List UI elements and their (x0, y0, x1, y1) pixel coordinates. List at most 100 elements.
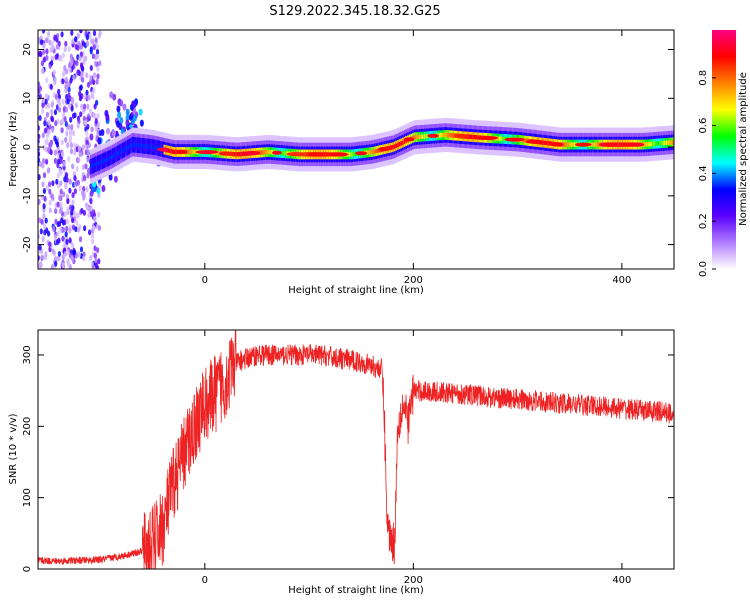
heatmap-noise-cell (62, 191, 66, 198)
heatmap-band-cell (525, 138, 528, 143)
heatmap-band-cell (91, 163, 95, 168)
heatmap-band-cell (413, 135, 417, 140)
spectrogram-x-ticks: 0 200 400 (202, 30, 631, 286)
heatmap-noise-cell (38, 151, 41, 158)
heatmap-noise-cell (94, 257, 98, 264)
heatmap-noise-cell (55, 178, 59, 185)
snr-series-line (38, 330, 674, 569)
heatmap-band-cell (500, 136, 503, 141)
heatmap-scatter-cell (133, 114, 137, 122)
heatmap-noise-cell (85, 139, 89, 146)
heatmap-noise-cell (47, 128, 51, 135)
heatmap-band-cell (652, 141, 655, 147)
heatmap-band-cell (377, 148, 380, 153)
heatmap-band-cell (353, 151, 356, 157)
heatmap-band-cell (548, 141, 552, 146)
heatmap-noise-cell (56, 172, 61, 179)
heatmap-noise-cell (54, 120, 58, 127)
heatmap-noise-cell (69, 148, 74, 155)
heatmap-noise-cell (57, 158, 61, 165)
heatmap-band-cell (448, 133, 452, 138)
heatmap-noise-cell (85, 34, 89, 41)
heatmap-noise-cell (42, 188, 47, 194)
heatmap-band-cell (592, 142, 595, 147)
heatmap-band-cell (146, 144, 150, 149)
heatmap-noise-cell (72, 130, 76, 137)
heatmap-noise-cell (60, 151, 65, 158)
heatmap-peak-cell (328, 152, 349, 157)
heatmap-noise-cell (40, 194, 44, 201)
heatmap-peak-cell (550, 142, 564, 147)
heatmap-noise-cell (41, 30, 46, 34)
heatmap-noise-cell (68, 187, 72, 194)
heatmap-band-cell (348, 152, 351, 157)
heatmap-noise-cell (64, 136, 68, 143)
y-tick-label: -10 (22, 188, 33, 204)
heatmap-noise-cell (52, 225, 56, 232)
heatmap-band-cell (101, 158, 105, 164)
heatmap-noise-cell (95, 48, 100, 55)
heatmap-band-cell (153, 145, 156, 150)
heatmap-band-cell (440, 133, 443, 138)
heatmap-noise-cell (60, 127, 64, 134)
heatmap-noise-cell (78, 145, 82, 152)
spectrogram-frame (37, 29, 675, 270)
heatmap-noise-cell (79, 246, 84, 253)
heatmap-noise-cell (53, 79, 57, 86)
heatmap-scatter-cell (116, 105, 121, 113)
heatmap-noise-cell (61, 254, 65, 261)
heatmap-scatter-cell (125, 119, 130, 127)
heatmap-noise-cell (69, 77, 73, 84)
heatmap-band-cell (95, 162, 98, 167)
heatmap-noise-cell (49, 149, 53, 156)
heatmap-band-cell (470, 134, 473, 140)
heatmap-noise-cell (81, 164, 85, 171)
spectrogram-y-ticks: -20 -10 0 10 20 (22, 43, 674, 253)
heatmap-noise-cell (41, 162, 45, 169)
heatmap-band-cell (148, 144, 151, 149)
heatmap-noise-cell (45, 54, 49, 61)
heatmap-noise-cell (65, 130, 69, 137)
heatmap-noise-cell (85, 72, 89, 79)
heatmap-scatter-cell (131, 100, 136, 108)
heatmap-scatter-cell (125, 108, 130, 116)
heatmap-band-cell (323, 152, 326, 157)
heatmap-noise-cell (92, 87, 96, 94)
heatmap-band-cell (442, 132, 445, 138)
heatmap-noise-cell (44, 217, 48, 224)
heatmap-noise-cell (78, 55, 82, 62)
heatmap-noise-cell (72, 181, 76, 188)
heatmap-noise-cell (58, 102, 62, 109)
heatmap-noise-cell (78, 90, 82, 97)
heatmap-band-cell (193, 149, 196, 155)
heatmap-band-cell (140, 143, 143, 148)
heatmap-noise-cell (49, 83, 53, 90)
heatmap-scatter-cell (96, 187, 101, 195)
heatmap-band-cell (191, 149, 195, 155)
heatmap-band-cell (265, 149, 268, 155)
heatmap-band-cell (645, 142, 648, 147)
heatmap-noise-cell (58, 54, 62, 61)
heatmap-noise-cell (56, 255, 60, 262)
x-tick-label: 0 (202, 275, 208, 286)
heatmap-noise-cell (50, 116, 55, 123)
heatmap-band-cell (622, 142, 625, 147)
heatmap-noise-cell (71, 38, 75, 45)
heatmap-noise-cell (55, 239, 60, 246)
heatmap-noise-cell (67, 92, 71, 99)
heatmap-noise-cell (78, 236, 83, 243)
heatmap-band-cell (443, 132, 447, 138)
heatmap-noise-cell (38, 198, 41, 205)
heatmap-noise-cell (44, 251, 48, 258)
heatmap-band-cell (128, 144, 131, 149)
heatmap-noise-cell (92, 43, 96, 50)
heatmap-noise-cell (69, 142, 74, 149)
heatmap-scatter-cell (119, 117, 124, 124)
heatmap-band-cell (238, 152, 241, 157)
heatmap-noise-cell (70, 30, 74, 36)
heatmap-noise-cell (86, 149, 90, 156)
heatmap-noise-cell (70, 59, 74, 66)
heatmap-noise-cell (82, 93, 86, 100)
spectrogram-x-axis-label: Height of straight line (km) (288, 285, 424, 296)
heatmap-band-cell (617, 142, 620, 147)
